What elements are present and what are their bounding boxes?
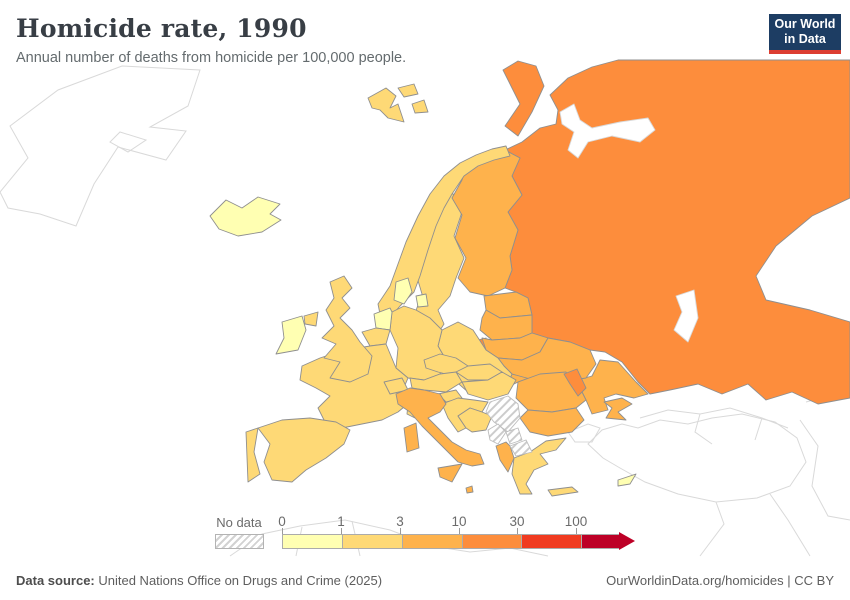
country-serbia[interactable]: [485, 395, 521, 433]
country-netherlands[interactable]: [373, 307, 393, 331]
country-italy[interactable]: [395, 387, 485, 467]
country-russia-novaya-zemlya[interactable]: [502, 60, 545, 137]
legend-tick-label-10: 10: [451, 514, 467, 529]
legend-tick-label-30: 30: [509, 514, 525, 529]
owid-logo-line-1: Our World: [774, 17, 836, 31]
owid-logo[interactable]: Our World in Data: [769, 14, 841, 54]
legend-tick-label-3: 3: [396, 514, 404, 529]
legend-tick-label-100: 100: [564, 514, 588, 529]
country-montenegro[interactable]: [487, 423, 507, 445]
data-source-text: United Nations Office on Drugs and Crime…: [94, 573, 383, 588]
country-italy-sicily[interactable]: [437, 463, 463, 483]
no-data-label: No data: [216, 515, 262, 530]
country-spain[interactable]: [257, 417, 351, 483]
country-bulgaria[interactable]: [519, 407, 585, 437]
country-albania[interactable]: [495, 441, 515, 473]
country-hungary[interactable]: [461, 371, 517, 401]
country-belgium[interactable]: [361, 327, 391, 347]
legend-segment-30-100[interactable]: [522, 535, 582, 548]
country-norway-svalbard-1[interactable]: [367, 87, 405, 123]
country-portugal[interactable]: [245, 427, 261, 483]
legend-tick-0: [282, 528, 283, 534]
legend-tick-10: [459, 528, 460, 534]
country-greece-crete[interactable]: [547, 486, 579, 497]
country-denmark-zealand[interactable]: [415, 293, 429, 308]
country-malta[interactable]: [465, 485, 474, 494]
country-norway-svalbard-3[interactable]: [411, 99, 429, 114]
legend-tick-label-0: 0: [278, 514, 286, 529]
legend-segment-0-1[interactable]: [283, 535, 343, 548]
country-north-macedonia[interactable]: [509, 439, 533, 457]
legend-tick-label-1: 1: [337, 514, 345, 529]
owid-logo-line-2: in Data: [784, 32, 826, 46]
background-caucasus-2: [694, 413, 713, 445]
background-turkey-thrace: [567, 423, 601, 443]
background-greenland-lake: [109, 131, 148, 153]
background-levant-1: [699, 501, 725, 557]
background-caspian: [799, 419, 850, 521]
country-greece[interactable]: [511, 437, 567, 495]
no-data-swatch[interactable]: [215, 534, 264, 549]
country-moldova[interactable]: [563, 368, 587, 397]
legend-tick-1: [341, 528, 342, 534]
white-sea: [559, 103, 656, 159]
footer-link[interactable]: OurWorldinData.org/homicides | CC BY: [606, 573, 834, 588]
data-source-label: Data source:: [16, 573, 95, 588]
country-bosnia[interactable]: [457, 407, 493, 433]
background-turkey: [587, 413, 807, 503]
owid-logo-accent-bar: [769, 50, 841, 54]
country-finland[interactable]: [451, 149, 523, 297]
country-norway-svalbard-2[interactable]: [397, 83, 419, 98]
legend-segment-1-3[interactable]: [343, 535, 403, 548]
legend-segment-3-10[interactable]: [403, 535, 463, 548]
country-denmark[interactable]: [393, 277, 413, 305]
legend-arrow: [619, 531, 635, 550]
country-kosovo[interactable]: [505, 427, 523, 445]
legend-bar-segments: [282, 534, 620, 549]
country-ireland[interactable]: [275, 315, 307, 355]
countries: [209, 59, 850, 497]
legend-tick-30: [517, 528, 518, 534]
background-greenland: [0, 65, 201, 227]
page-subtitle: Annual number of deaths from homicide pe…: [16, 50, 407, 66]
background-caucasus-1: [639, 407, 789, 429]
background-caucasus-3: [754, 417, 763, 441]
legend-segment-100+[interactable]: [582, 535, 619, 548]
background-levant-2: [769, 493, 811, 557]
country-italy-sardinia[interactable]: [403, 422, 420, 453]
country-uk[interactable]: [321, 275, 373, 383]
legend-tick-3: [400, 528, 401, 534]
country-iceland[interactable]: [209, 196, 282, 237]
page-title: Homicide rate, 1990: [16, 14, 307, 43]
legend-segment-10-30[interactable]: [463, 535, 522, 548]
ob-bay: [673, 289, 699, 343]
country-ukraine-crimea[interactable]: [603, 397, 633, 421]
country-cyprus[interactable]: [617, 473, 637, 487]
legend-tick-100: [576, 528, 577, 534]
background-north-africa: [229, 519, 549, 557]
data-source: Data source: United Nations Office on Dr…: [16, 573, 382, 588]
country-uk-northern-ireland[interactable]: [303, 311, 319, 327]
footer: Data source: United Nations Office on Dr…: [0, 573, 850, 588]
